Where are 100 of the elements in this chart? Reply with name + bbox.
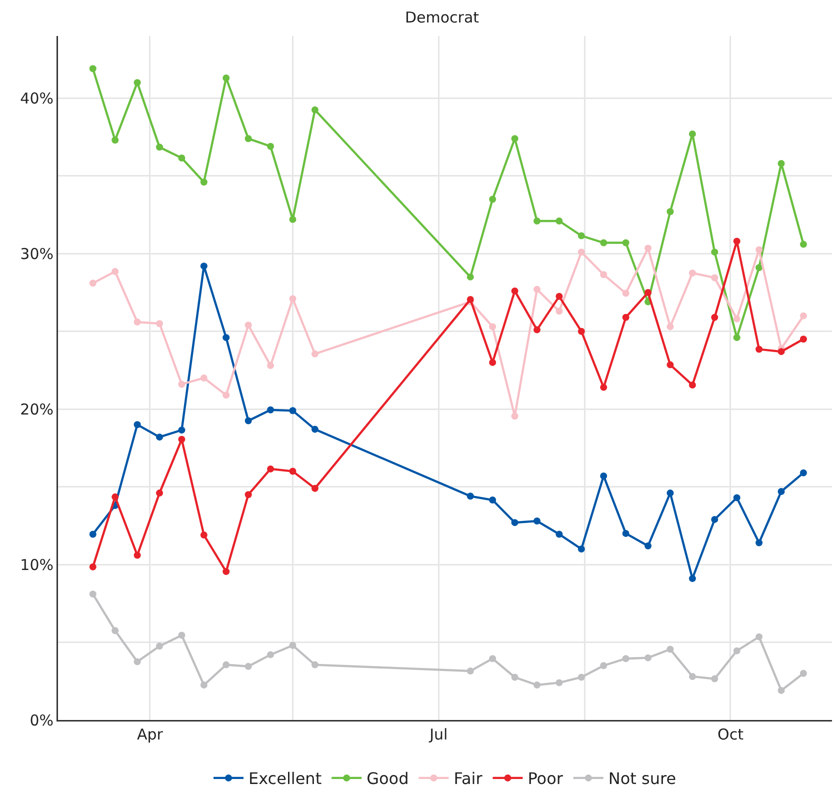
point (267, 651, 274, 658)
point (178, 632, 186, 639)
point (267, 362, 274, 370)
point (511, 287, 518, 294)
point (756, 633, 763, 640)
point (711, 314, 718, 321)
point (622, 239, 630, 246)
point (756, 539, 763, 546)
x-tick-label: Jul (428, 726, 448, 744)
point (578, 546, 585, 552)
point (311, 350, 318, 358)
legend-label: Good (366, 769, 409, 788)
point (267, 406, 274, 414)
point (244, 491, 252, 498)
point (578, 232, 585, 240)
point (778, 686, 785, 694)
point (556, 679, 563, 686)
point (533, 326, 540, 334)
point (267, 142, 274, 150)
legend-label: Poor (528, 769, 564, 788)
point (578, 328, 585, 335)
point (644, 654, 652, 662)
point (222, 392, 230, 399)
point (778, 488, 785, 495)
point (688, 270, 696, 277)
point (178, 426, 186, 434)
point (489, 196, 496, 203)
point (688, 382, 696, 388)
point (556, 292, 563, 300)
y-tick-label: 40% (20, 89, 54, 108)
point (800, 670, 807, 677)
point (756, 264, 763, 272)
point (711, 675, 718, 682)
point (666, 208, 674, 216)
point (289, 642, 296, 649)
point (156, 320, 164, 328)
point (466, 492, 474, 500)
y-tick-label: 0% (30, 711, 54, 730)
point (533, 682, 540, 689)
point (644, 244, 652, 252)
point (178, 380, 186, 388)
point (578, 248, 585, 256)
point (244, 322, 252, 329)
point (800, 336, 807, 343)
point (489, 358, 496, 366)
point (289, 295, 296, 302)
chart-title: Democrat (404, 8, 480, 27)
legend-label: Fair (454, 769, 483, 788)
point (733, 334, 740, 342)
point (800, 240, 807, 248)
point (200, 262, 208, 270)
point (489, 323, 496, 330)
point (800, 312, 807, 320)
point (666, 646, 674, 653)
point (511, 135, 518, 142)
point (578, 674, 585, 681)
point (112, 268, 119, 276)
point (289, 216, 296, 223)
point (688, 575, 696, 582)
point (756, 246, 763, 254)
point (688, 130, 696, 138)
point (688, 672, 696, 680)
legend-label: Not sure (608, 769, 676, 788)
point (134, 552, 141, 559)
point (156, 490, 164, 497)
point (89, 590, 96, 598)
point (222, 334, 230, 342)
point (134, 658, 141, 666)
point (600, 662, 608, 670)
point (622, 290, 630, 297)
x-tick-label: Oct (718, 726, 744, 744)
point (289, 407, 296, 414)
point (222, 661, 230, 668)
point (289, 468, 296, 475)
point (311, 426, 318, 433)
point (711, 274, 718, 282)
y-tick-label: 10% (20, 556, 54, 574)
point (711, 516, 718, 523)
point (600, 384, 608, 391)
point (733, 647, 740, 654)
point (200, 682, 208, 689)
point (556, 530, 563, 538)
point (112, 493, 119, 500)
point (200, 178, 208, 186)
point (489, 496, 496, 504)
point (666, 361, 674, 368)
point (533, 217, 540, 224)
point (134, 79, 141, 86)
point (89, 65, 96, 72)
point (511, 674, 518, 681)
point (622, 314, 630, 321)
point (533, 518, 540, 525)
point (156, 434, 164, 441)
point (112, 136, 119, 144)
point (222, 568, 230, 576)
point (156, 642, 164, 650)
point (311, 106, 318, 114)
y-tick-label: 30% (20, 244, 54, 263)
point (511, 519, 518, 526)
point (178, 154, 186, 162)
